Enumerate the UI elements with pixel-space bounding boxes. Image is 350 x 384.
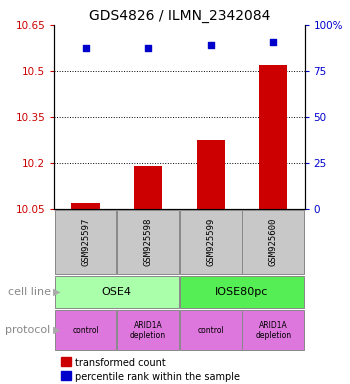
Title: GDS4826 / ILMN_2342084: GDS4826 / ILMN_2342084 [89,8,270,23]
Text: ▶: ▶ [52,287,60,297]
FancyBboxPatch shape [55,210,117,274]
Bar [134,166,162,209]
Point [145,45,151,51]
FancyBboxPatch shape [242,210,304,274]
FancyBboxPatch shape [180,210,242,274]
Text: GSM925598: GSM925598 [144,218,153,266]
Text: transformed count: transformed count [75,358,165,368]
Text: ARID1A
depletion: ARID1A depletion [255,321,291,340]
FancyBboxPatch shape [242,310,304,350]
Text: GSM925599: GSM925599 [206,218,215,266]
Text: control: control [197,326,224,335]
Text: cell line: cell line [8,287,51,297]
Point [271,39,276,45]
FancyBboxPatch shape [55,310,117,350]
Bar [259,65,287,209]
Bar [197,140,225,209]
FancyBboxPatch shape [117,210,179,274]
Point [83,45,88,51]
Text: GSM925597: GSM925597 [81,218,90,266]
Point [208,42,213,48]
Text: OSE4: OSE4 [102,287,132,297]
Text: protocol: protocol [6,325,51,335]
Text: ▶: ▶ [52,325,60,335]
FancyBboxPatch shape [180,276,304,308]
Text: GSM925600: GSM925600 [269,218,278,266]
Text: percentile rank within the sample: percentile rank within the sample [75,372,239,382]
Text: IOSE80pc: IOSE80pc [215,287,269,297]
Text: ARID1A
depletion: ARID1A depletion [130,321,166,340]
FancyBboxPatch shape [55,276,179,308]
FancyBboxPatch shape [117,310,179,350]
Text: control: control [72,326,99,335]
Bar [71,203,100,209]
FancyBboxPatch shape [180,310,242,350]
